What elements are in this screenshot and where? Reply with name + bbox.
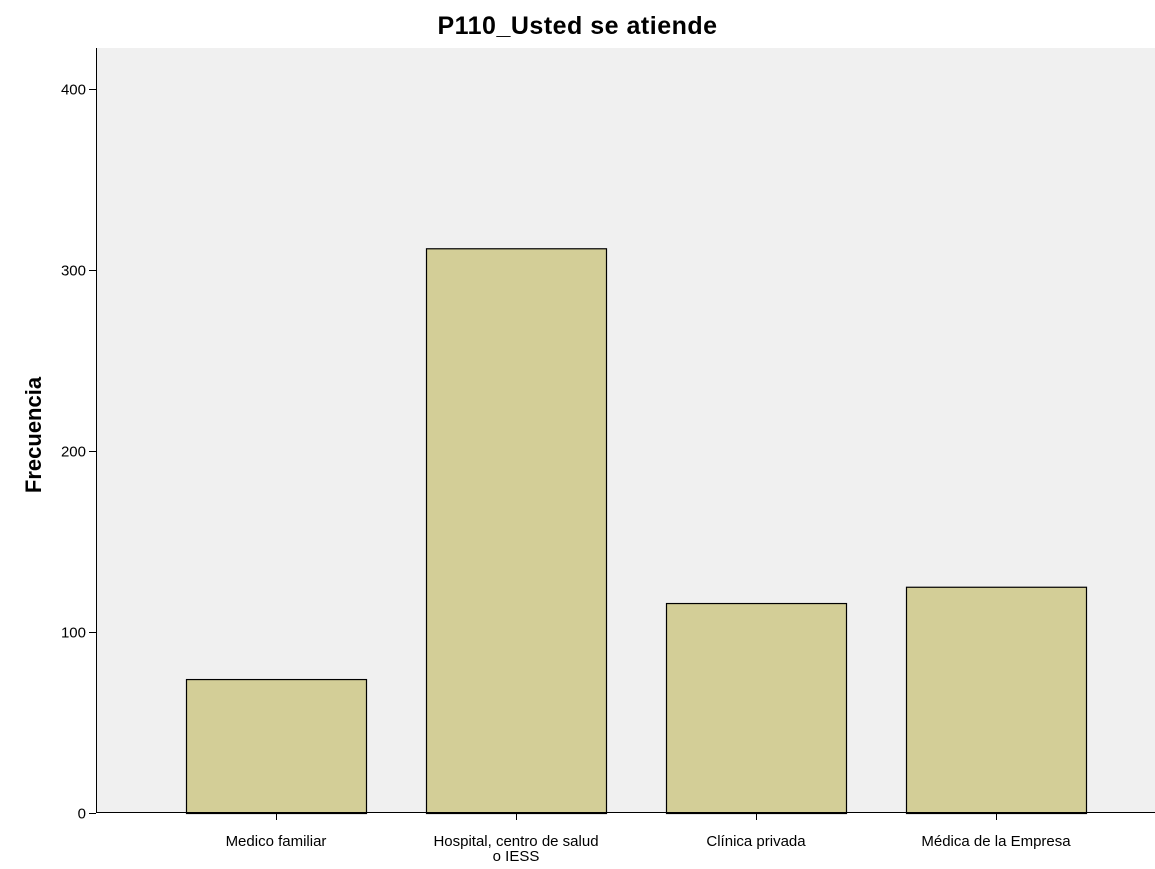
- x-tick-label: o IESS: [493, 848, 540, 865]
- y-tick-label: 100: [61, 625, 86, 642]
- x-tick-label: Médica de la Empresa: [921, 833, 1071, 850]
- y-tick-label: 200: [61, 444, 86, 461]
- bar: [905, 586, 1088, 815]
- y-tick-label: 0: [78, 806, 86, 823]
- bar: [425, 248, 608, 815]
- x-tick-label: Clínica privada: [706, 833, 806, 850]
- chart-title: P110_Usted se atiende: [437, 12, 718, 40]
- x-tick-label: Hospital, centro de salud: [433, 833, 598, 850]
- y-tick-label: 300: [61, 263, 86, 280]
- bar: [185, 678, 368, 815]
- bar: [665, 602, 848, 815]
- x-tick-label: Medico familiar: [226, 833, 327, 850]
- y-tick-label: 400: [61, 82, 86, 99]
